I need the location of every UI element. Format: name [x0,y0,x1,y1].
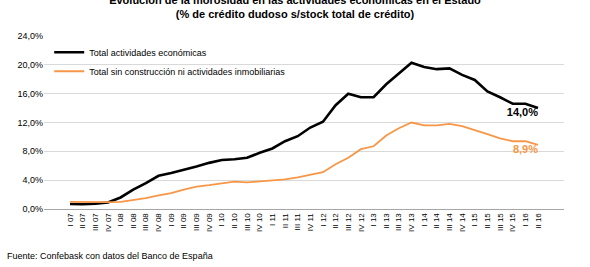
svg-text:12,0%: 12,0% [17,118,43,128]
svg-text:Evolución de la morosidad en l: Evolución de la morosidad en las activid… [109,0,481,20]
svg-text:II 10: II 10 [230,213,239,229]
svg-text:Total sin construcción ni acti: Total sin construcción ni actividades in… [89,67,285,77]
svg-text:IV 11: IV 11 [306,213,315,232]
svg-text:I 07: I 07 [66,213,75,227]
svg-text:8,9%: 8,9% [513,143,538,155]
svg-text:II 11: II 11 [281,213,290,229]
svg-text:IV 08: IV 08 [154,213,163,232]
svg-text:II 15: II 15 [483,213,492,229]
svg-text:III 15: III 15 [496,213,505,231]
svg-text:III 07: III 07 [91,213,100,231]
svg-text:II 13: II 13 [382,213,391,229]
svg-text:I 10: I 10 [217,213,226,227]
svg-text:II 07: II 07 [78,213,87,229]
svg-text:IV 07: IV 07 [104,213,113,232]
svg-text:IV 14: IV 14 [458,213,467,232]
svg-text:I 14: I 14 [420,213,429,227]
svg-text:IV 10: IV 10 [255,213,264,232]
svg-text:24,0%: 24,0% [17,31,43,41]
svg-text:Total actividades económicas: Total actividades económicas [89,48,207,58]
svg-text:I 09: I 09 [167,213,176,227]
svg-text:III 09: III 09 [192,213,201,231]
svg-text:II 08: II 08 [129,213,138,229]
svg-text:Fuente: Confebask con datos de: Fuente: Confebask con datos del Banco de… [7,251,213,261]
svg-text:IV 15: IV 15 [508,213,517,232]
svg-text:8,0%: 8,0% [22,146,43,156]
svg-text:III 11: III 11 [293,213,302,231]
svg-text:I 11: I 11 [268,213,277,226]
svg-text:II 12: II 12 [331,213,340,229]
svg-text:I 12: I 12 [319,213,328,227]
svg-text:IV 12: IV 12 [357,213,366,232]
svg-text:III 14: III 14 [445,213,454,231]
svg-text:I 15: I 15 [470,213,479,227]
svg-text:I 16: I 16 [521,213,530,227]
svg-text:0,0%: 0,0% [22,204,43,214]
svg-text:III 10: III 10 [243,213,252,231]
svg-text:III 12: III 12 [344,213,353,231]
svg-text:II 16: II 16 [534,213,543,229]
svg-text:II 14: II 14 [432,213,441,229]
svg-text:IV 13: IV 13 [407,213,416,232]
svg-text:I 08: I 08 [116,213,125,227]
svg-text:III 08: III 08 [141,213,150,231]
svg-text:IV 09: IV 09 [205,213,214,232]
svg-text:20,0%: 20,0% [17,60,43,70]
svg-text:16,0%: 16,0% [17,89,43,99]
svg-text:4,0%: 4,0% [22,175,43,185]
svg-text:14,0%: 14,0% [507,106,538,118]
svg-text:II 09: II 09 [179,213,188,229]
svg-text:I 13: I 13 [369,213,378,227]
svg-text:III 13: III 13 [394,213,403,231]
